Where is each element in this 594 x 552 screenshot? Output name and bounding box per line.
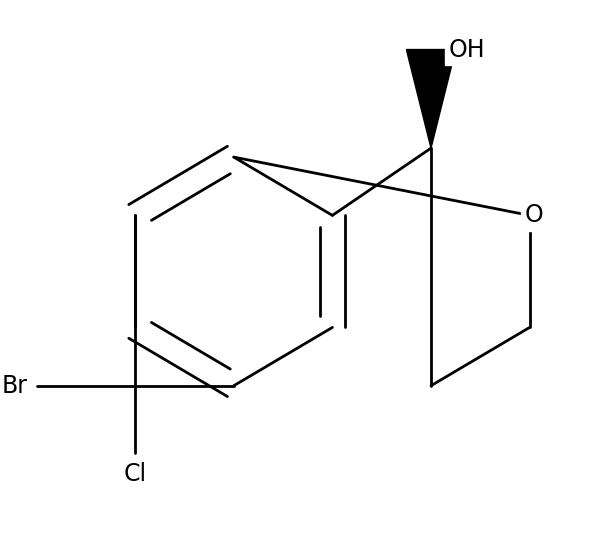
Text: Br: Br bbox=[2, 374, 27, 397]
Text: O: O bbox=[525, 203, 544, 227]
Text: Cl: Cl bbox=[124, 462, 147, 486]
Text: OH: OH bbox=[449, 38, 485, 61]
Polygon shape bbox=[406, 50, 456, 148]
